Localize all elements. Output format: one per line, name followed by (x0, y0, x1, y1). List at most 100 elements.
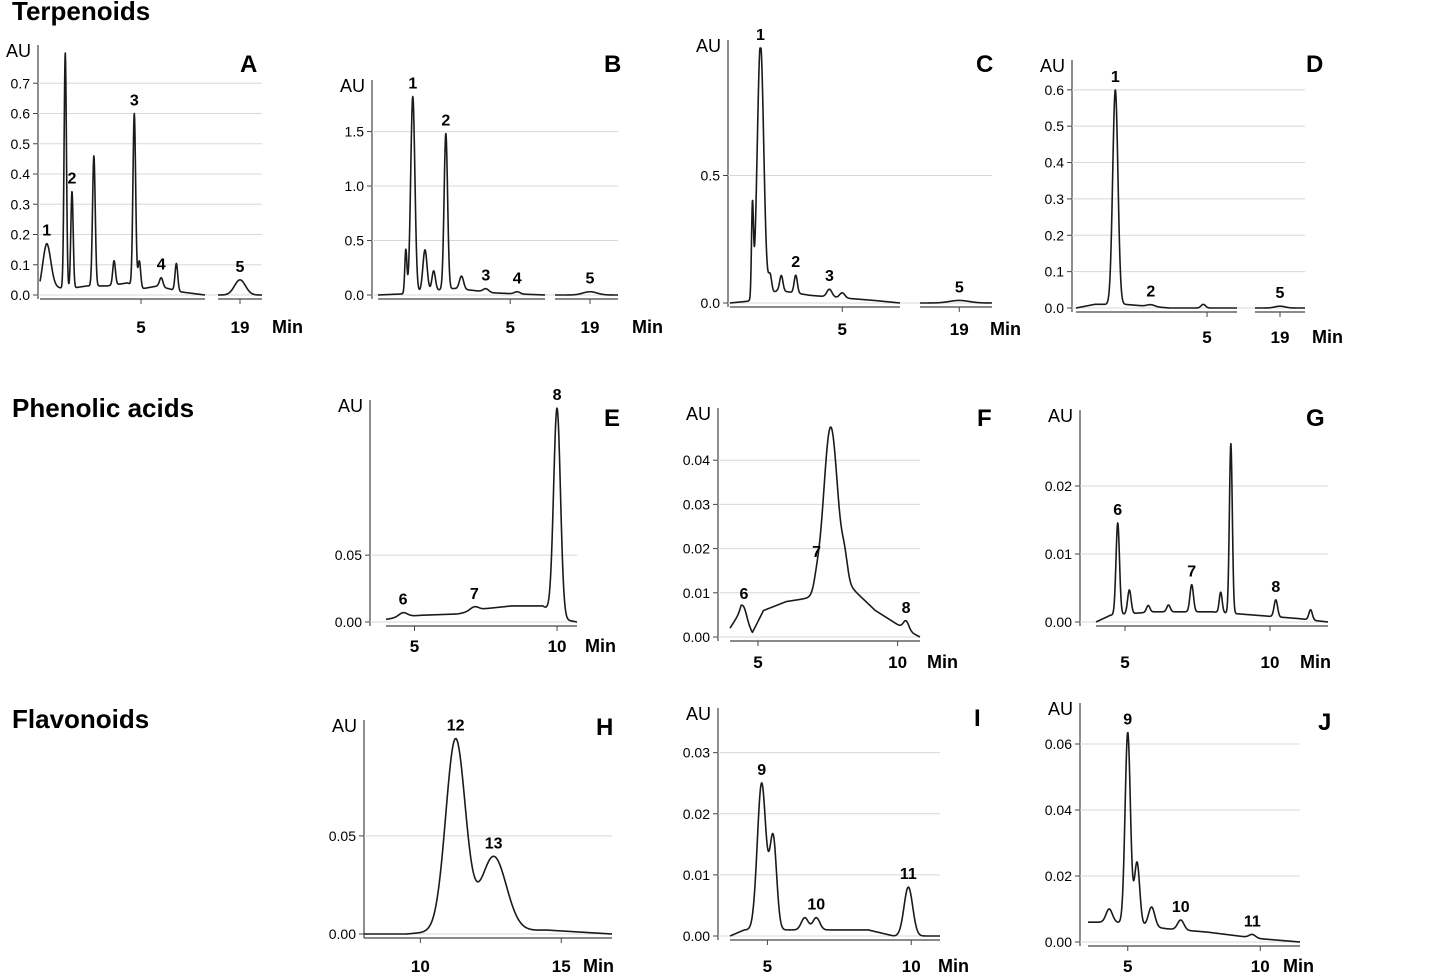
panel-b-xtick-label: 5 (505, 318, 514, 337)
panel-a-trace-0 (39, 52, 206, 296)
panel-d-xtick-label: 19 (1271, 328, 1290, 347)
panel-d-ylabel: AU (1040, 56, 1065, 76)
panel-c-peak-label-1: 1 (756, 27, 765, 44)
panel-f-xtick-label: 10 (888, 653, 907, 672)
panel-j: 0.00 0.02 0.04 0.06 AU 5 10 Min J 9 10 11 (1045, 699, 1332, 976)
panel-a-peak-label-3: 3 (130, 92, 139, 109)
panel-j-xunit: Min (1283, 956, 1314, 976)
panel-b: 0.0 0.5 1.0 1.5 AU 5 19 Min B 1 2 3 4 5 (340, 51, 663, 337)
panel-c-letter: C (976, 51, 993, 78)
panel-g-xunit: Min (1300, 652, 1331, 672)
panel-a-ytick-label: 0.0 (11, 287, 31, 303)
panel-i-ylabel: AU (686, 704, 711, 724)
panel-h-xtick-label: 10 (411, 957, 430, 976)
panel-f-trace-0 (729, 426, 921, 638)
panel-h: 0.00 0.05 AU 10 15 Min H 12 13 (329, 714, 614, 976)
panel-j-peak-label-9: 9 (1123, 711, 1132, 728)
panel-c-trace-1 (919, 299, 993, 304)
panel-i-ytick-label: 0.02 (683, 806, 710, 822)
panel-g-xtick-label: 5 (1120, 653, 1129, 672)
panel-d-trace-1 (1254, 305, 1306, 309)
panel-a-trace-1 (217, 279, 263, 296)
panel-i-xtick-label: 5 (763, 957, 772, 976)
panel-a-ytick-label: 0.6 (11, 106, 31, 122)
section-title-phenolic-acids: Phenolic acids (12, 393, 194, 423)
panel-h-peak-label-12: 12 (447, 717, 465, 734)
panel-f-letter: F (977, 405, 992, 432)
panel-j-ytick-label: 0.00 (1045, 934, 1072, 950)
panel-b-ytick-label: 0.0 (345, 287, 365, 303)
panel-d-ytick-label: 0.3 (1045, 191, 1065, 207)
panel-a-ytick-label: 0.2 (11, 227, 31, 243)
panel-f-ytick-label: 0.04 (683, 452, 710, 468)
panel-e: 0.00 0.05 AU 5 10 Min E 6 7 8 (335, 387, 620, 656)
panel-a-ytick-label: 0.7 (11, 75, 31, 91)
panel-c: 0.0 0.5 AU 5 19 Min C 1 2 3 5 (696, 27, 1021, 339)
panel-i-peak-label-10: 10 (807, 897, 825, 914)
panel-b-ytick-label: 1.0 (345, 178, 365, 194)
panel-e-peak-label-7: 7 (470, 586, 479, 603)
panel-g-ylabel: AU (1048, 406, 1073, 426)
panel-b-peak-label-2: 2 (441, 112, 450, 129)
panel-b-peak-label-4: 4 (513, 271, 522, 288)
panel-f-ytick-label: 0.02 (683, 541, 710, 557)
panel-c-peak-label-3: 3 (825, 268, 834, 285)
panel-j-ytick-label: 0.06 (1045, 736, 1072, 752)
panel-e-ylabel: AU (338, 396, 363, 416)
panel-e-ytick-label: 0.00 (335, 614, 362, 630)
panel-h-letter: H (596, 714, 613, 741)
panel-a-letter: A (240, 51, 257, 78)
panel-j-xtick-label: 10 (1251, 957, 1270, 976)
panel-g-peak-label-8: 8 (1271, 579, 1280, 596)
panel-g-ytick-label: 0.02 (1045, 478, 1072, 494)
panel-h-ytick-label: 0.05 (329, 828, 356, 844)
panel-a-peak-label-1: 1 (42, 223, 51, 240)
panel-c-xunit: Min (990, 319, 1021, 339)
panel-d-ytick-label: 0.5 (1045, 118, 1065, 134)
panel-i-letter: I (974, 705, 981, 732)
panel-j-trace-0 (1087, 731, 1301, 943)
panel-j-peak-label-11: 11 (1244, 913, 1261, 930)
panel-e-ytick-label: 0.05 (335, 547, 362, 563)
panel-h-ytick-label: 0.00 (329, 926, 356, 942)
panel-f-ylabel: AU (686, 404, 711, 424)
panel-i-trace-0 (729, 782, 941, 937)
panel-f: 0.00 0.01 0.02 0.03 0.04 AU 5 10 Min F 6 7 8 (683, 404, 992, 672)
panel-b-letter: B (604, 51, 621, 78)
panel-d-ytick-label: 0.1 (1045, 264, 1065, 280)
panel-d-ytick-label: 0.2 (1045, 227, 1065, 243)
section-title-terpenoids: Terpenoids (12, 0, 150, 26)
panel-b-ytick-label: 1.5 (345, 124, 365, 140)
panel-f-xunit: Min (927, 652, 958, 672)
panel-a-peak-label-4: 4 (157, 257, 166, 274)
panel-c-ytick-label: 0.5 (701, 168, 721, 184)
panel-e-xtick-label: 5 (410, 637, 419, 656)
panel-e-xunit: Min (585, 636, 616, 656)
panel-b-xunit: Min (632, 317, 663, 337)
panel-j-peak-label-10: 10 (1172, 899, 1190, 916)
panel-d: 0.0 0.1 0.2 0.3 0.4 0.5 0.6 AU 5 19 Min D 1 2 5 (1040, 51, 1343, 347)
panel-f-peak-label-6: 6 (740, 586, 749, 603)
panel-g-trace-0 (1095, 442, 1329, 623)
panel-a-ylabel: AU (6, 41, 31, 61)
panel-c-ylabel: AU (696, 36, 721, 56)
panel-b-peak-label-5: 5 (586, 271, 595, 288)
panel-c-peak-label-2: 2 (791, 254, 800, 271)
panel-i-peak-label-11: 11 (900, 866, 917, 883)
panel-g: 0.00 0.01 0.02 AU 5 10 Min G 6 7 8 (1045, 405, 1331, 672)
panel-h-xunit: Min (583, 956, 614, 976)
panel-j-ytick-label: 0.02 (1045, 868, 1072, 884)
panel-f-xtick-label: 5 (753, 653, 762, 672)
panel-c-trace-0 (729, 47, 901, 304)
panel-a-xtick-label: 5 (136, 318, 145, 337)
panel-c-ytick-label: 0.0 (701, 295, 721, 311)
panel-i-peak-label-9: 9 (757, 762, 766, 779)
panel-i-xtick-label: 10 (902, 957, 921, 976)
panel-h-trace-0 (363, 737, 613, 935)
panel-e-letter: E (604, 405, 620, 432)
panel-g-letter: G (1306, 405, 1325, 432)
panel-b-peak-label-1: 1 (408, 75, 417, 92)
panel-d-trace-0 (1075, 89, 1238, 309)
